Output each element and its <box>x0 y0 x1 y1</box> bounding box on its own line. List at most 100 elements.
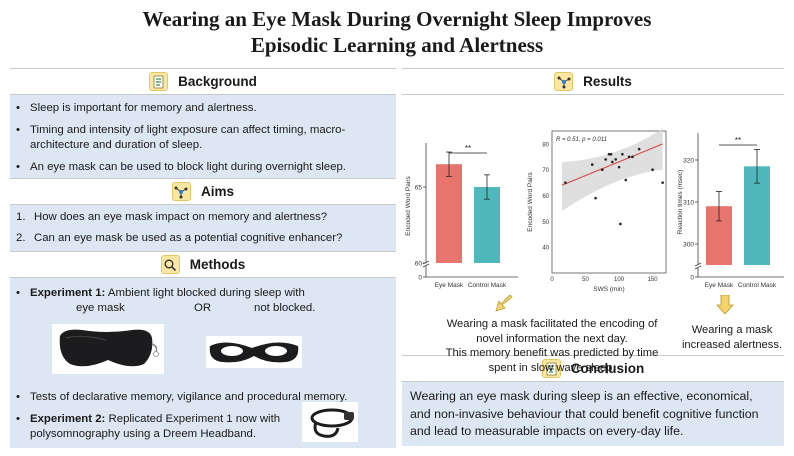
aim-text-1: How does an eye mask impact on memory an… <box>34 211 328 223</box>
experiment-1-label: Experiment 1: <box>30 287 106 299</box>
methods-header: Methods <box>10 251 396 278</box>
results-header: Results <box>402 68 784 95</box>
bar-control-mask <box>474 187 500 263</box>
option-or: OR <box>194 302 212 314</box>
background-list: Sleep is important for memory and alertn… <box>10 101 390 175</box>
background-bullet-1: Sleep is important for memory and alertn… <box>10 101 390 116</box>
y-tick-label: 40 <box>542 246 549 252</box>
conclusion-panel: Wearing an eye mask during sleep is an e… <box>402 382 784 446</box>
data-point <box>631 155 634 159</box>
y-tick-label: 0 <box>418 275 422 282</box>
data-point <box>651 168 654 172</box>
data-point <box>609 152 613 156</box>
background-heading: Background <box>178 74 257 89</box>
results-caption-alertness: Wearing a mask increased alertness. <box>678 323 786 352</box>
y-tick-label: 320 <box>683 158 694 165</box>
control-mask-image <box>206 336 302 368</box>
aims-list: 1. How does an eye mask impact on memory … <box>10 210 390 246</box>
caption-memory-line-2: novel information the next day. <box>476 332 628 345</box>
left-column: Background Sleep is important for memory… <box>10 68 396 448</box>
regression-line <box>561 143 663 186</box>
background-bullet-2: Timing and intensity of light exposure c… <box>10 123 390 153</box>
results-heading: Results <box>583 74 632 89</box>
headband-image <box>302 402 358 442</box>
significance-label: ** <box>735 136 741 145</box>
aims-header: Aims <box>10 178 396 205</box>
y-axis-label: Encoded Word Pairs <box>527 172 534 232</box>
aim-text-2: Can an eye mask be used as a potential c… <box>34 232 343 244</box>
y-tick-label: 60 <box>542 194 549 200</box>
caption-memory-line-4: spent in slow wave sleep. <box>488 361 616 374</box>
background-panel: Sleep is important for memory and alertn… <box>10 95 396 178</box>
data-point <box>617 165 621 169</box>
option-eye-mask: eye mask <box>76 302 125 314</box>
sws-scatter-chart: 40 50 60 70 80 0 50 100 150 Encoded Word Pairs SWS… <box>527 128 667 293</box>
significance-label: ** <box>465 144 471 153</box>
y-tick-label: 65 <box>415 185 423 192</box>
x-tick-label: 150 <box>648 277 659 283</box>
aims-heading: Aims <box>200 184 234 199</box>
background-bullet-3: An eye mask can be used to block light d… <box>10 160 390 175</box>
x-tick-label: 50 <box>582 277 589 283</box>
right-column: Results 0 60 65 Encoded Word Pairs Eye Mask C… <box>402 68 784 446</box>
y-tick-label: 310 <box>683 200 694 207</box>
y-tick-label: 70 <box>542 168 549 174</box>
x-tick-label: 0 <box>550 277 554 283</box>
data-point <box>594 196 597 200</box>
background-header: Background <box>10 68 396 95</box>
axis-break-mark <box>694 262 702 267</box>
arrow-down-icon <box>716 295 734 315</box>
confidence-band <box>562 128 663 212</box>
aims-panel: 1. How does an eye mask impact on memory … <box>10 205 396 251</box>
caption-memory-line-3: This memory benefit was predicted by tim… <box>445 347 659 359</box>
experiment-2: • Experiment 2: Replicated Experiment 1 … <box>16 413 281 440</box>
poster-title-line-2: Episodic Learning and Alertness <box>250 33 544 57</box>
data-point <box>600 168 604 172</box>
caption-memory-line-1: Wearing a mask facilitated the encoding … <box>446 318 658 330</box>
y-tick-label: 300 <box>683 242 694 249</box>
aim-item-2: 2. Can an eye mask be used as a potential… <box>10 231 390 246</box>
data-point <box>619 222 622 226</box>
data-point <box>661 181 664 184</box>
data-point <box>590 163 594 166</box>
data-point <box>564 181 567 184</box>
caption-alertness-line-2: increased alertness. <box>681 338 783 351</box>
tests-text: Tests of declarative memory, vigilance a… <box>30 391 348 403</box>
y-tick-label: 0 <box>690 275 694 282</box>
arrow-down-left-icon <box>495 295 513 312</box>
network-icon <box>171 182 191 201</box>
methods-heading: Methods <box>189 257 246 272</box>
poster-title-line-1: Wearing an Eye Mask During Overnight Sle… <box>142 7 652 31</box>
experiment-2-label: Experiment 2: <box>30 413 106 425</box>
x-tick-label: Control Mask <box>738 282 777 289</box>
tests-bullet: • Tests of declarative memory, vigilance… <box>16 391 348 403</box>
data-point <box>607 152 611 156</box>
experiment-2-text: Replicated Experiment 1 now with polysom… <box>30 413 281 440</box>
conclusion-heading: Conclusion <box>570 361 645 376</box>
aim-number-2: 2. <box>16 232 26 244</box>
document-icon <box>541 359 561 378</box>
experiment-1-text: Ambient light blocked during sleep with <box>105 287 305 299</box>
axis-break-mark <box>694 265 702 270</box>
axis-break-mark <box>422 263 430 268</box>
option-not-blocked: not blocked. <box>254 302 316 314</box>
document-icon <box>149 72 169 91</box>
network-icon <box>554 72 574 91</box>
x-tick-label: Eye Mask <box>435 282 464 289</box>
y-tick-label: 80 <box>542 142 549 148</box>
aim-item-1: 1. How does an eye mask impact on memory … <box>10 210 390 225</box>
data-point <box>627 155 631 159</box>
y-axis-label: Reaction times (msec) <box>677 170 684 235</box>
data-point <box>621 152 624 156</box>
x-tick-label: Control Mask <box>468 282 507 289</box>
caption-alertness-line-1: Wearing a mask <box>691 324 773 336</box>
poster-title: Wearing an Eye Mask During Overnight Sle… <box>0 6 794 58</box>
x-tick-label: 100 <box>614 277 625 283</box>
aim-number-1: 1. <box>16 211 26 223</box>
conclusion-header: Conclusion <box>402 355 784 382</box>
methods-panel: • Experiment 1: Ambient light blocked du… <box>10 278 396 448</box>
correlation-annotation: R = 0.51, p = 0.011 <box>556 137 607 143</box>
x-tick-label: Eye Mask <box>705 282 734 289</box>
data-point <box>611 160 614 164</box>
